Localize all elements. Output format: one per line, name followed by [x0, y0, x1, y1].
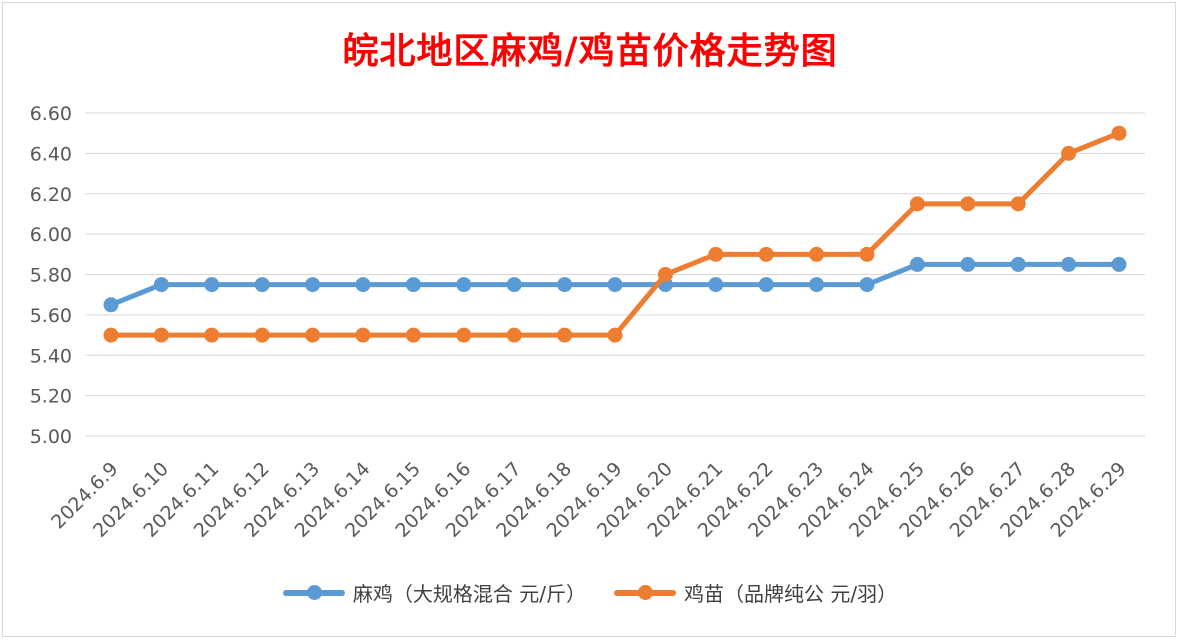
data-point	[859, 246, 875, 262]
data-point	[1111, 256, 1127, 272]
y-tick-label: 5.80	[30, 265, 72, 287]
data-point	[557, 327, 573, 343]
data-point	[1111, 125, 1127, 141]
y-tick-label: 5.20	[30, 386, 72, 408]
data-point	[254, 277, 270, 293]
data-point	[1061, 145, 1077, 161]
data-point	[607, 277, 623, 293]
chart-title: 皖北地区麻鸡/鸡苗价格走势图	[342, 30, 838, 72]
y-tick-label: 6.00	[30, 224, 72, 246]
data-point	[204, 277, 220, 293]
legend-item-chick[interactable]: 鸡苗（品牌纯公 元/羽）	[614, 578, 897, 607]
data-point	[405, 277, 421, 293]
data-point	[607, 327, 623, 343]
legend-swatch-chick	[614, 584, 676, 600]
legend: 麻鸡（大规格混合 元/斤） 鸡苗（品牌纯公 元/羽）	[0, 578, 1180, 607]
data-point	[456, 277, 472, 293]
data-point	[153, 277, 169, 293]
data-point	[960, 196, 976, 212]
data-point	[960, 256, 976, 272]
data-point	[153, 327, 169, 343]
data-point	[909, 256, 925, 272]
data-point	[103, 327, 119, 343]
data-point	[305, 277, 321, 293]
data-point	[103, 297, 119, 313]
legend-label-chicken: 麻鸡（大规格混合 元/斤）	[352, 582, 586, 606]
data-point	[758, 277, 774, 293]
data-point	[809, 277, 825, 293]
data-point	[758, 246, 774, 262]
data-point	[1010, 196, 1026, 212]
data-point	[506, 277, 522, 293]
y-tick-label: 5.40	[30, 345, 72, 367]
y-tick-label: 6.60	[30, 103, 72, 125]
data-point	[557, 277, 573, 293]
data-point	[909, 196, 925, 212]
data-point	[708, 246, 724, 262]
data-point	[355, 327, 371, 343]
data-point	[1061, 256, 1077, 272]
y-tick-label: 6.20	[30, 184, 72, 206]
data-point	[204, 327, 220, 343]
data-point	[708, 277, 724, 293]
data-point	[254, 327, 270, 343]
data-point	[657, 267, 673, 282]
data-point	[809, 246, 825, 262]
legend-label-chick: 鸡苗（品牌纯公 元/羽）	[684, 582, 898, 606]
data-point	[305, 327, 321, 343]
data-point	[1010, 256, 1026, 272]
data-point	[506, 327, 522, 343]
y-tick-label: 6.40	[30, 143, 72, 165]
data-point	[355, 277, 371, 293]
data-point	[456, 327, 472, 343]
y-tick-label: 5.60	[30, 305, 72, 327]
data-point	[405, 327, 421, 343]
y-tick-label: 5.00	[30, 426, 72, 448]
data-point	[859, 277, 875, 293]
legend-item-chicken[interactable]: 麻鸡（大规格混合 元/斤）	[282, 578, 586, 607]
legend-swatch-chicken	[282, 584, 345, 600]
